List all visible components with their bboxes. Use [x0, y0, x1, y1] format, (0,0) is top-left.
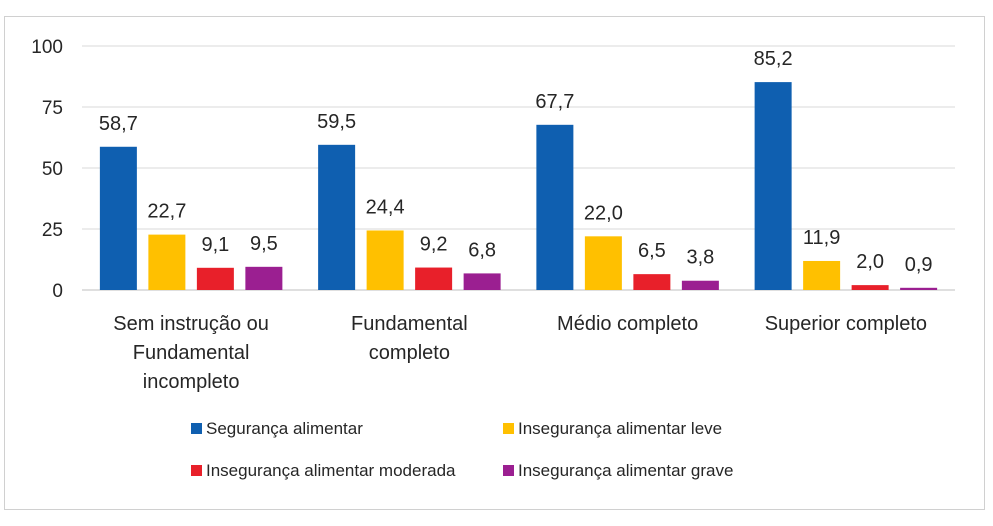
y-tick-label: 100	[31, 37, 63, 58]
data-label: 9,2	[420, 234, 448, 256]
legend-swatch	[191, 423, 202, 434]
y-tick-label: 0	[52, 281, 63, 302]
y-tick-label: 50	[42, 159, 63, 180]
data-label: 59,5	[317, 111, 356, 133]
data-label: 9,5	[250, 233, 278, 255]
y-tick-label: 75	[42, 98, 63, 119]
bar	[681, 280, 719, 290]
legend-swatch	[191, 465, 202, 476]
legend-label: Insegurança alimentar leve	[518, 419, 722, 438]
bar	[851, 285, 889, 290]
category-label: Fundamental	[133, 342, 250, 364]
data-label: 58,7	[99, 113, 138, 135]
bar	[99, 146, 137, 290]
bar	[754, 82, 792, 290]
legend-swatch	[503, 423, 514, 434]
data-label: 9,1	[201, 234, 229, 256]
category-label: incompleto	[143, 371, 240, 393]
bar	[366, 230, 404, 290]
legend-swatch	[503, 465, 514, 476]
bar	[148, 234, 186, 290]
legend-label: Insegurança alimentar moderada	[206, 461, 456, 480]
data-label: 2,0	[856, 251, 884, 273]
data-label: 67,7	[535, 91, 574, 113]
category-label: Fundamental	[351, 313, 468, 335]
data-label: 6,5	[638, 240, 666, 262]
data-label: 22,0	[584, 202, 623, 224]
data-label: 6,8	[468, 239, 496, 261]
data-label: 85,2	[754, 48, 793, 70]
bar	[584, 236, 622, 290]
bar	[803, 260, 841, 290]
bar	[900, 287, 938, 290]
data-label: 11,9	[803, 227, 840, 249]
legend-label: Segurança alimentar	[206, 419, 363, 438]
legend-label: Insegurança alimentar grave	[518, 461, 733, 480]
data-label: 0,9	[905, 254, 933, 276]
bar	[463, 273, 501, 290]
data-label: 22,7	[147, 201, 186, 223]
bar	[633, 274, 671, 290]
data-label: 3,8	[686, 247, 714, 269]
data-label: 24,4	[366, 196, 405, 218]
bar	[415, 267, 453, 290]
bar	[536, 124, 574, 290]
bar	[196, 267, 234, 290]
category-label: Superior completo	[765, 313, 927, 335]
bar	[318, 144, 356, 290]
category-label: completo	[369, 342, 450, 364]
bar	[245, 266, 283, 290]
y-tick-label: 25	[42, 220, 63, 241]
category-label: Sem instrução ou	[113, 313, 269, 335]
category-label: Médio completo	[557, 313, 698, 335]
